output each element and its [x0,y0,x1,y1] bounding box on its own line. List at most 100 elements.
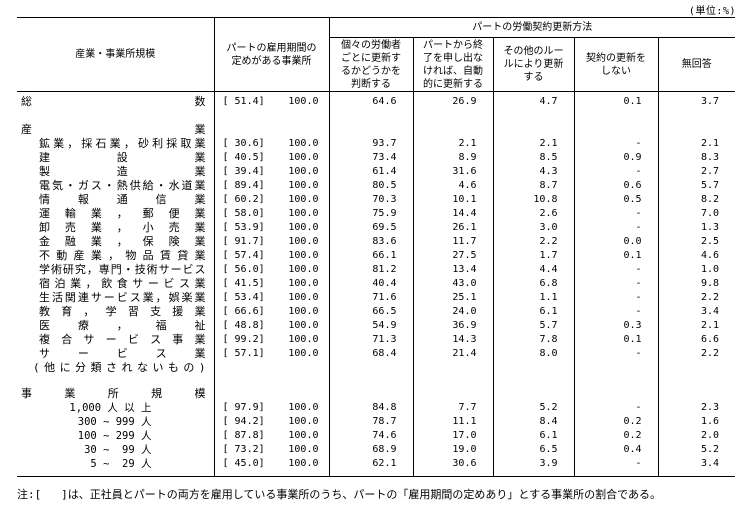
value-cell: 8.5 [493,151,575,165]
contract-renewal-table: 産業・事業所規模 パートの雇用期間の 定めがある事業所 パートの労働契約更新方法… [17,17,736,477]
value-cell: 70.3 [329,193,414,207]
fixed-term-share: [ 99.2] [222,334,265,345]
value-cell: 4.6 [413,179,494,193]
fixed-term-share: [ 45.0] [222,458,265,469]
fixed-term-share: [ 56.0] [222,264,265,275]
value-cell [658,375,735,401]
fixed-term-share: [ 41.5] [222,278,265,289]
row-label: サービス業 [39,347,206,360]
table-row: 製造業 [ 39.4] 100.0 61.4 31.6 4.3- 2.7 [17,165,735,179]
table-row: 30 ~ 99 人 [ 73.2] 100.0 68.9 19.0 6.5 0.4 5.2 [17,443,735,457]
row-total-percent: 100.0 [288,138,319,149]
value-cell: 73.4 [329,151,414,165]
value-cell: 4.3 [493,165,575,179]
fixed-term-cell: [ 56.0] 100.0 [214,263,330,277]
row-label: 運輸業，郵便業 [39,207,206,220]
value-cell: 4.4 [493,263,575,277]
row-total-percent: 100.0 [288,166,319,177]
value-cell [413,115,494,137]
value-cell: - [574,263,659,277]
fixed-term-share: [ 66.6] [222,306,265,317]
header-method-no-renewal: 契約の更新を しない [574,37,659,92]
value-cell [658,361,735,375]
value-cell: 68.9 [329,443,414,457]
value-cell: - [574,347,659,361]
row-total-percent: 100.0 [288,458,319,469]
fixed-term-share: [ 57.1] [222,348,265,359]
value-cell: 69.5 [329,221,414,235]
row-total-percent: 100.0 [288,222,319,233]
value-cell: 0.5 [574,193,659,207]
fixed-term-cell: [ 57.4] 100.0 [214,249,330,263]
value-cell: 4.6 [700,250,720,261]
value-cell: 2.1 [700,138,720,149]
header-industry-size: 産業・事業所規模 [17,17,215,92]
fixed-term-share: [ 40.5] [222,152,265,163]
value-cell: 31.6 [413,165,494,179]
row-total-percent: 100.0 [288,306,319,317]
fixed-term-share: [ 53.4] [222,292,265,303]
value-cell [329,361,414,375]
fixed-term-share: [ 57.4] [222,250,265,261]
row-label: 卸売業，小売業 [39,221,206,234]
row-total-percent: 100.0 [288,320,319,331]
row-label: 鉱業，採石業，砂利採取業 [39,137,206,150]
value-cell: 0.1 [574,333,659,347]
row-label: (他に分類されないもの) [33,361,206,374]
table-row: 鉱業，採石業，砂利採取業[ 30.6] 100.0 93.7 2.1 2.1-2.1 [17,137,735,151]
fixed-term-share: [ 30.6] [222,138,265,149]
row-total-percent: 100.0 [288,416,319,427]
fixed-term-share: [ 51.4] [222,96,265,107]
value-cell: 0.1 [574,249,659,263]
fixed-term-cell: [ 53.4] 100.0 [214,291,330,305]
fixed-term-cell: [ 73.2] 100.0 [214,443,330,457]
value-cell: 2.6 [493,207,575,221]
fixed-term-share: [ 97.9] [222,402,265,413]
value-cell: 2.0 [700,430,720,441]
value-cell: 3.4 [700,306,720,317]
fixed-term-cell: [ 89.4] 100.0 [214,179,330,193]
value-cell: 3.0 [493,221,575,235]
value-cell: 83.6 [329,235,414,249]
fixed-term-share: [ 58.0] [222,208,265,219]
value-cell [413,361,494,375]
value-cell: 1.6 [700,416,720,427]
fixed-term-cell: [ 53.9] 100.0 [214,221,330,235]
value-cell: 2.2 [493,235,575,249]
fixed-term-share: [ 94.2] [222,416,265,427]
value-cell: 3.9 [493,457,575,477]
value-cell: 10.8 [493,193,575,207]
value-cell: 66.1 [329,249,414,263]
value-cell: 93.7 [329,137,414,151]
value-cell: 81.2 [329,263,414,277]
fixed-term-cell: [ 97.9] 100.0 [214,401,330,415]
value-cell: 2.5 [700,236,720,247]
row-label: 複合サービス事業 [39,333,206,346]
table-row: 宿泊業，飲食サービス業 [ 41.5] 100.0 40.4 43.0 6.8- 9.8 [17,277,735,291]
fixed-term-cell: [ 30.6] 100.0 [214,137,330,151]
fixed-term-cell [214,375,330,401]
value-cell: 27.5 [413,249,494,263]
row-total-percent: 100.0 [288,236,319,247]
row-label: 事業所規模 [21,387,206,400]
value-cell: 0.1 [574,91,659,115]
value-cell: 9.8 [700,278,720,289]
value-cell: 2.1 [700,320,720,331]
value-cell: 0.3 [574,319,659,333]
value-cell: 1.3 [700,222,720,233]
value-cell [574,375,659,401]
fixed-term-cell [214,361,330,375]
value-cell: 4.7 [493,91,575,115]
fixed-term-share: [ 48.8] [222,320,265,331]
row-total-percent: 100.0 [288,402,319,413]
value-cell: 19.0 [413,443,494,457]
table-row: 情報通信業 [ 60.2] 100.0 70.3 10.1 10.8 0.5 8.2 [17,193,735,207]
fixed-term-cell: [ 99.2] 100.0 [214,333,330,347]
row-total-percent: 100.0 [288,152,319,163]
fixed-term-cell: [ 41.5] 100.0 [214,277,330,291]
row-total-percent: 100.0 [288,250,319,261]
value-cell: 43.0 [413,277,494,291]
row-total-percent: 100.0 [288,278,319,289]
fixed-term-cell: [ 66.6] 100.0 [214,305,330,319]
row-total-percent: 100.0 [288,334,319,345]
